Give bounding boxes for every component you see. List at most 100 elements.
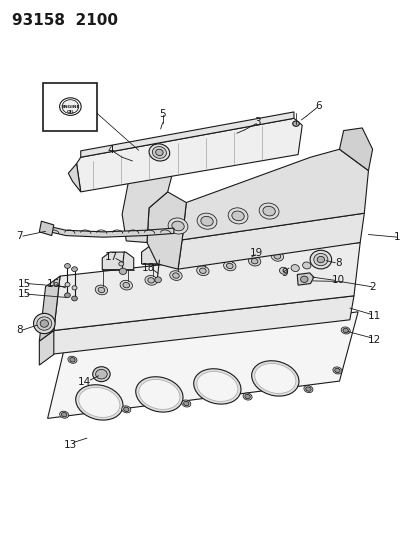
Ellipse shape <box>196 266 209 276</box>
Ellipse shape <box>340 327 349 334</box>
Polygon shape <box>122 168 171 243</box>
Text: 10: 10 <box>331 276 344 285</box>
Ellipse shape <box>155 149 163 156</box>
Ellipse shape <box>244 394 249 399</box>
Ellipse shape <box>168 218 188 234</box>
Polygon shape <box>147 192 186 269</box>
Ellipse shape <box>223 261 235 271</box>
Text: 12: 12 <box>367 335 380 344</box>
Polygon shape <box>43 223 173 237</box>
Ellipse shape <box>279 267 287 274</box>
Polygon shape <box>102 252 133 270</box>
Polygon shape <box>172 240 204 258</box>
Ellipse shape <box>172 273 179 278</box>
Ellipse shape <box>78 387 120 417</box>
Ellipse shape <box>64 293 70 297</box>
Text: 2: 2 <box>368 282 375 292</box>
Polygon shape <box>253 236 284 253</box>
Ellipse shape <box>95 369 107 379</box>
Ellipse shape <box>226 263 233 269</box>
Ellipse shape <box>71 296 77 301</box>
Ellipse shape <box>138 379 180 409</box>
Ellipse shape <box>120 280 132 290</box>
Polygon shape <box>182 149 368 240</box>
Ellipse shape <box>119 268 126 274</box>
Ellipse shape <box>147 278 154 283</box>
Text: 4: 4 <box>107 146 114 155</box>
Ellipse shape <box>171 221 184 231</box>
Ellipse shape <box>123 282 129 288</box>
Ellipse shape <box>98 287 104 293</box>
Text: 1: 1 <box>393 232 400 242</box>
Ellipse shape <box>152 147 166 158</box>
Ellipse shape <box>273 254 280 259</box>
Ellipse shape <box>259 203 278 219</box>
Ellipse shape <box>290 264 299 272</box>
Ellipse shape <box>251 361 298 396</box>
Ellipse shape <box>93 367 110 382</box>
Ellipse shape <box>65 282 70 287</box>
Ellipse shape <box>64 263 70 269</box>
Text: 8: 8 <box>335 258 341 268</box>
Ellipse shape <box>303 385 312 393</box>
Polygon shape <box>141 246 173 264</box>
Text: 93158  2100: 93158 2100 <box>12 13 118 28</box>
Ellipse shape <box>313 253 327 265</box>
Ellipse shape <box>181 400 190 407</box>
Polygon shape <box>47 312 357 418</box>
Ellipse shape <box>342 328 347 333</box>
Text: 5: 5 <box>159 109 166 118</box>
Ellipse shape <box>292 121 299 126</box>
Ellipse shape <box>271 252 283 261</box>
Polygon shape <box>76 118 301 192</box>
Ellipse shape <box>316 256 324 263</box>
Ellipse shape <box>59 411 69 418</box>
Ellipse shape <box>300 276 307 282</box>
Text: ENGINE
OIL: ENGINE OIL <box>61 105 79 114</box>
Ellipse shape <box>309 250 331 269</box>
Text: 9: 9 <box>281 269 287 278</box>
Polygon shape <box>39 221 54 236</box>
Ellipse shape <box>71 266 77 272</box>
Text: 19: 19 <box>249 248 263 258</box>
Ellipse shape <box>154 277 161 282</box>
FancyBboxPatch shape <box>43 83 97 131</box>
Ellipse shape <box>68 356 77 364</box>
Ellipse shape <box>183 401 188 406</box>
Ellipse shape <box>121 406 131 413</box>
Ellipse shape <box>200 216 213 226</box>
Ellipse shape <box>119 262 123 266</box>
Text: 6: 6 <box>315 101 321 110</box>
Text: 17: 17 <box>104 252 117 262</box>
Polygon shape <box>39 330 54 365</box>
Ellipse shape <box>72 286 77 290</box>
Text: 8: 8 <box>17 325 23 335</box>
Ellipse shape <box>242 393 252 400</box>
Ellipse shape <box>193 369 240 404</box>
Ellipse shape <box>251 259 257 264</box>
Ellipse shape <box>135 377 183 412</box>
Polygon shape <box>54 243 359 330</box>
Ellipse shape <box>199 268 206 273</box>
Text: 7: 7 <box>17 231 23 241</box>
Ellipse shape <box>334 368 339 373</box>
Text: 15: 15 <box>17 279 31 288</box>
Ellipse shape <box>123 407 128 411</box>
Ellipse shape <box>305 387 310 391</box>
Ellipse shape <box>302 262 310 269</box>
Polygon shape <box>81 112 293 157</box>
Ellipse shape <box>95 285 107 295</box>
Ellipse shape <box>197 213 216 229</box>
Text: 15: 15 <box>17 289 31 299</box>
Polygon shape <box>339 128 372 171</box>
Text: 3: 3 <box>254 117 260 126</box>
Ellipse shape <box>37 317 52 330</box>
Ellipse shape <box>262 206 275 216</box>
Polygon shape <box>218 237 249 255</box>
Text: 13: 13 <box>64 440 77 449</box>
Text: 16: 16 <box>46 279 59 288</box>
Text: 18: 18 <box>141 263 154 272</box>
Ellipse shape <box>149 144 169 161</box>
Ellipse shape <box>33 313 55 334</box>
Ellipse shape <box>169 271 182 280</box>
